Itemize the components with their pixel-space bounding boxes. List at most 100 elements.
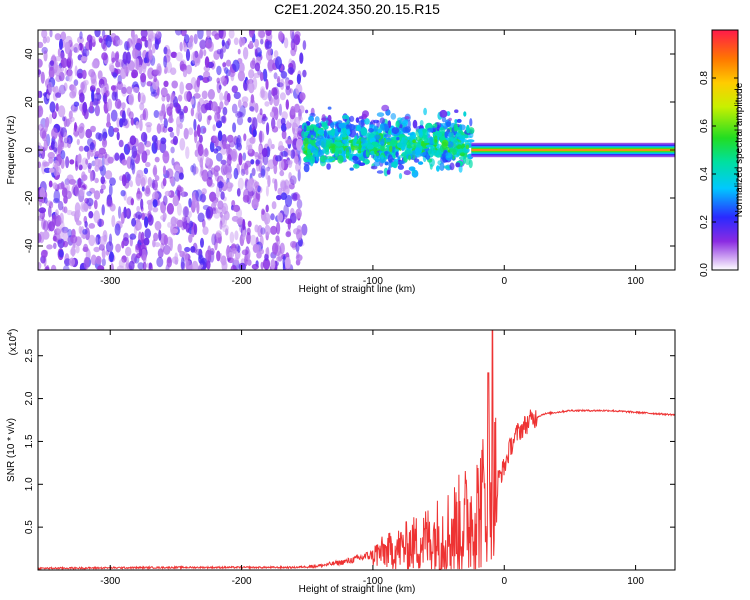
x-tick-label: -100	[363, 576, 383, 587]
colorbar-tick-label: 0.2	[699, 215, 710, 229]
spectrogram-cell	[221, 202, 229, 215]
spectrogram-cell	[216, 152, 223, 162]
spectrogram-cell	[67, 118, 72, 125]
spectrogram-cell	[45, 36, 51, 43]
spectrogram-cell	[146, 124, 152, 133]
spectrogram-cell	[418, 130, 423, 138]
spectrogram-cell	[111, 91, 117, 101]
spectrogram-cell	[391, 127, 400, 134]
spectrogram-cell	[192, 163, 197, 176]
spectrogram-cell	[153, 232, 159, 242]
spectrogram-cell	[334, 149, 339, 159]
spectrogram-cell	[257, 225, 263, 238]
spectrogram-cell	[101, 52, 108, 61]
spectrogram-cell	[296, 251, 300, 259]
spectrogram-cell	[135, 173, 142, 187]
spectrogram-cell	[100, 184, 106, 190]
snr-x-label: Height of straight line (km)	[299, 584, 416, 595]
spectrogram-cell	[49, 101, 56, 113]
spectrogram-cell	[152, 191, 159, 201]
spectrogram-cell	[56, 228, 64, 240]
spectrogram-cell	[128, 111, 134, 120]
y-tick-label: 1.0	[24, 477, 35, 491]
spectrogram-cell	[206, 259, 211, 270]
spectrogram-cell	[203, 49, 207, 57]
spectrogram-cell	[77, 177, 82, 189]
figure-title: C2E1.2024.350.20.15.R15	[274, 1, 440, 17]
spectrogram-cell	[392, 161, 398, 169]
spectrogram-cell	[234, 230, 239, 241]
spectrogram-cell	[213, 210, 221, 219]
spectrogram-cell	[57, 238, 65, 249]
spectrogram-cell	[196, 124, 201, 137]
spectrogram-cell	[176, 116, 181, 128]
spectrogram-cell	[188, 211, 192, 218]
spectrogram-cell	[250, 234, 257, 246]
spectrogram-cell	[266, 122, 270, 136]
spectrogram-cell	[257, 185, 261, 193]
spectrogram-cell	[78, 145, 84, 152]
spectrogram-cell	[195, 189, 203, 202]
spectrogram-cell	[134, 42, 142, 51]
spectrogram-cell	[220, 159, 227, 165]
spectrogram-cell	[426, 153, 430, 161]
spectrogram-cell	[465, 144, 469, 150]
spectrogram-cell	[398, 173, 403, 180]
spectrogram-cell	[387, 154, 393, 163]
spectrogram-cell	[95, 234, 101, 245]
colorbar-tick-label: 0.4	[699, 167, 710, 181]
spectrogram-cell	[219, 220, 223, 230]
spectrogram-cell	[114, 98, 122, 109]
spectrogram-cell	[408, 155, 411, 161]
spectrogram-cell	[342, 139, 351, 144]
spectrogram-y-label: Frequency (Hz)	[6, 116, 17, 185]
spectrogram-cell	[220, 215, 226, 226]
spectrogram-cell	[136, 193, 141, 201]
spectrogram-cell	[97, 153, 104, 159]
spectrogram-cell	[399, 120, 404, 125]
spectrogram-cell	[74, 183, 80, 197]
spectrogram-cell	[109, 251, 114, 263]
spectrogram-cell	[202, 127, 207, 134]
spectrogram-cell	[418, 161, 424, 165]
snr-y-ticks: 0.5 1.0 1.5 2.0 2.5	[24, 348, 675, 534]
spectrogram-cell	[108, 125, 115, 138]
spectrogram-cell	[344, 142, 350, 147]
spectrogram-cell	[228, 251, 235, 258]
spectrogram-cell	[40, 249, 48, 259]
spectrogram-cell	[251, 198, 259, 210]
spectrogram-cell	[255, 159, 261, 165]
spectrogram-cell	[179, 250, 185, 258]
spectrogram-cell	[277, 250, 283, 262]
spectrogram-cell	[106, 112, 111, 126]
spectrogram-cell	[186, 64, 192, 75]
spectrogram-cell	[196, 107, 202, 119]
spectrogram-cell	[236, 188, 241, 197]
spectrogram-cell	[192, 166, 199, 175]
spectrogram-cell	[38, 69, 42, 75]
spectrogram-cell	[90, 149, 94, 158]
spectrogram-cell	[296, 130, 303, 140]
spectrogram-cell	[265, 185, 269, 197]
spectrogram-cell	[140, 198, 144, 210]
spectrogram-cell	[86, 191, 92, 197]
spectrogram-cell	[166, 106, 173, 117]
spectrogram-cell	[138, 64, 143, 75]
spectrogram-cell	[222, 62, 227, 68]
spectrogram-cell	[374, 154, 381, 163]
spectrogram-cell	[140, 131, 148, 143]
spectrogram-cell	[104, 170, 113, 180]
spectrogram-cell	[240, 168, 246, 176]
spectrogram-cell	[51, 127, 58, 140]
spectrogram-cell	[152, 166, 157, 176]
spectrogram-cell	[454, 109, 459, 113]
spectrogram-cell	[247, 220, 252, 228]
spectrogram-cell	[57, 105, 66, 118]
spectrogram-cell	[211, 30, 219, 37]
spectrogram-cell	[205, 39, 213, 49]
spectrogram-cell	[295, 241, 300, 253]
spectrogram-cell	[93, 190, 101, 200]
spectrogram-cell	[138, 248, 143, 257]
spectrogram-cell	[51, 214, 57, 228]
